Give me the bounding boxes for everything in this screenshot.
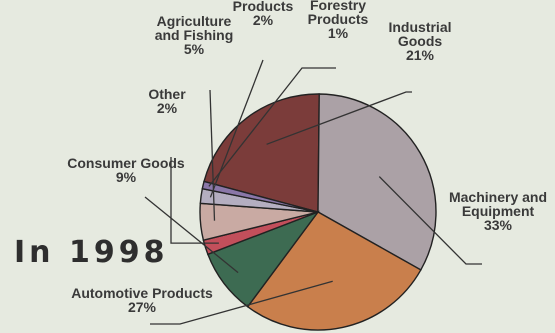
slice-label-other: Other 2%: [148, 86, 186, 116]
leader-lines: [144, 59, 482, 325]
pie-slice-forestry-products: [201, 180, 319, 213]
pie-slice-automotive-products: [246, 211, 422, 331]
slice-percent: 33%: [484, 217, 513, 233]
leader-agriculture-and-fishing: [209, 89, 216, 221]
slice-label-line: Industrial: [388, 19, 451, 35]
slice-percent: 21%: [406, 47, 435, 63]
slice-percent: 27%: [128, 299, 157, 315]
leader-machinery-and-equipment: [378, 176, 482, 265]
slice-label-industrial-goods: Industrial Goods 21%: [388, 19, 451, 63]
slice-label-consumer-goods: Consumer Goods 9%: [67, 155, 185, 185]
slice-label-line: Consumer Goods: [67, 155, 185, 171]
slice-label-line: Other: [148, 86, 186, 102]
slice-label-machinery-and-equipment: Machinery and Equipment 33%: [449, 189, 547, 233]
slice-label-line: Equipment: [462, 203, 535, 219]
slice-percent: 2%: [253, 12, 274, 28]
leader-consumer-goods: [144, 196, 239, 274]
slice-label-line: Machinery and: [449, 189, 547, 205]
slice-percent: 5%: [184, 41, 205, 57]
leader-other: [170, 157, 219, 244]
slice-label-line: and Fishing: [155, 27, 234, 43]
leader-forestry-products: [208, 67, 336, 187]
pie-slice-machinery-and-equipment: [317, 93, 437, 271]
leader-automotive-products: [150, 280, 333, 325]
slice-label-line: Forestry: [310, 0, 366, 13]
leader-industrial-goods: [266, 91, 412, 145]
slice-label-automotive-products: Automotive Products 27%: [71, 285, 213, 315]
slice-label-energy-products: EnergyProducts2%: [233, 0, 294, 28]
slice-label-line: Products: [233, 0, 294, 14]
slice-percent: 9%: [116, 169, 137, 185]
chart-subtitle: In 1998: [14, 235, 168, 270]
leader-energy-products: [209, 59, 264, 198]
slice-labels: Industrial Goods 21% Machinery and Equipment…: [67, 0, 547, 315]
slice-label-line: Goods: [398, 33, 443, 49]
slice-label-line: Automotive Products: [71, 285, 213, 301]
slice-percent: 2%: [157, 100, 178, 116]
pie: [199, 93, 437, 331]
slice-label-line: Agriculture: [157, 13, 232, 29]
slice-label-agriculture-and-fishing: Agriculture and Fishing 5%: [155, 13, 234, 57]
pie-slice-industrial-goods: [203, 93, 320, 213]
slice-label-line: Products: [308, 11, 369, 27]
slice-percent: 1%: [328, 25, 349, 41]
slice-label-forestry-products: Forestry Products 1%: [308, 0, 369, 41]
